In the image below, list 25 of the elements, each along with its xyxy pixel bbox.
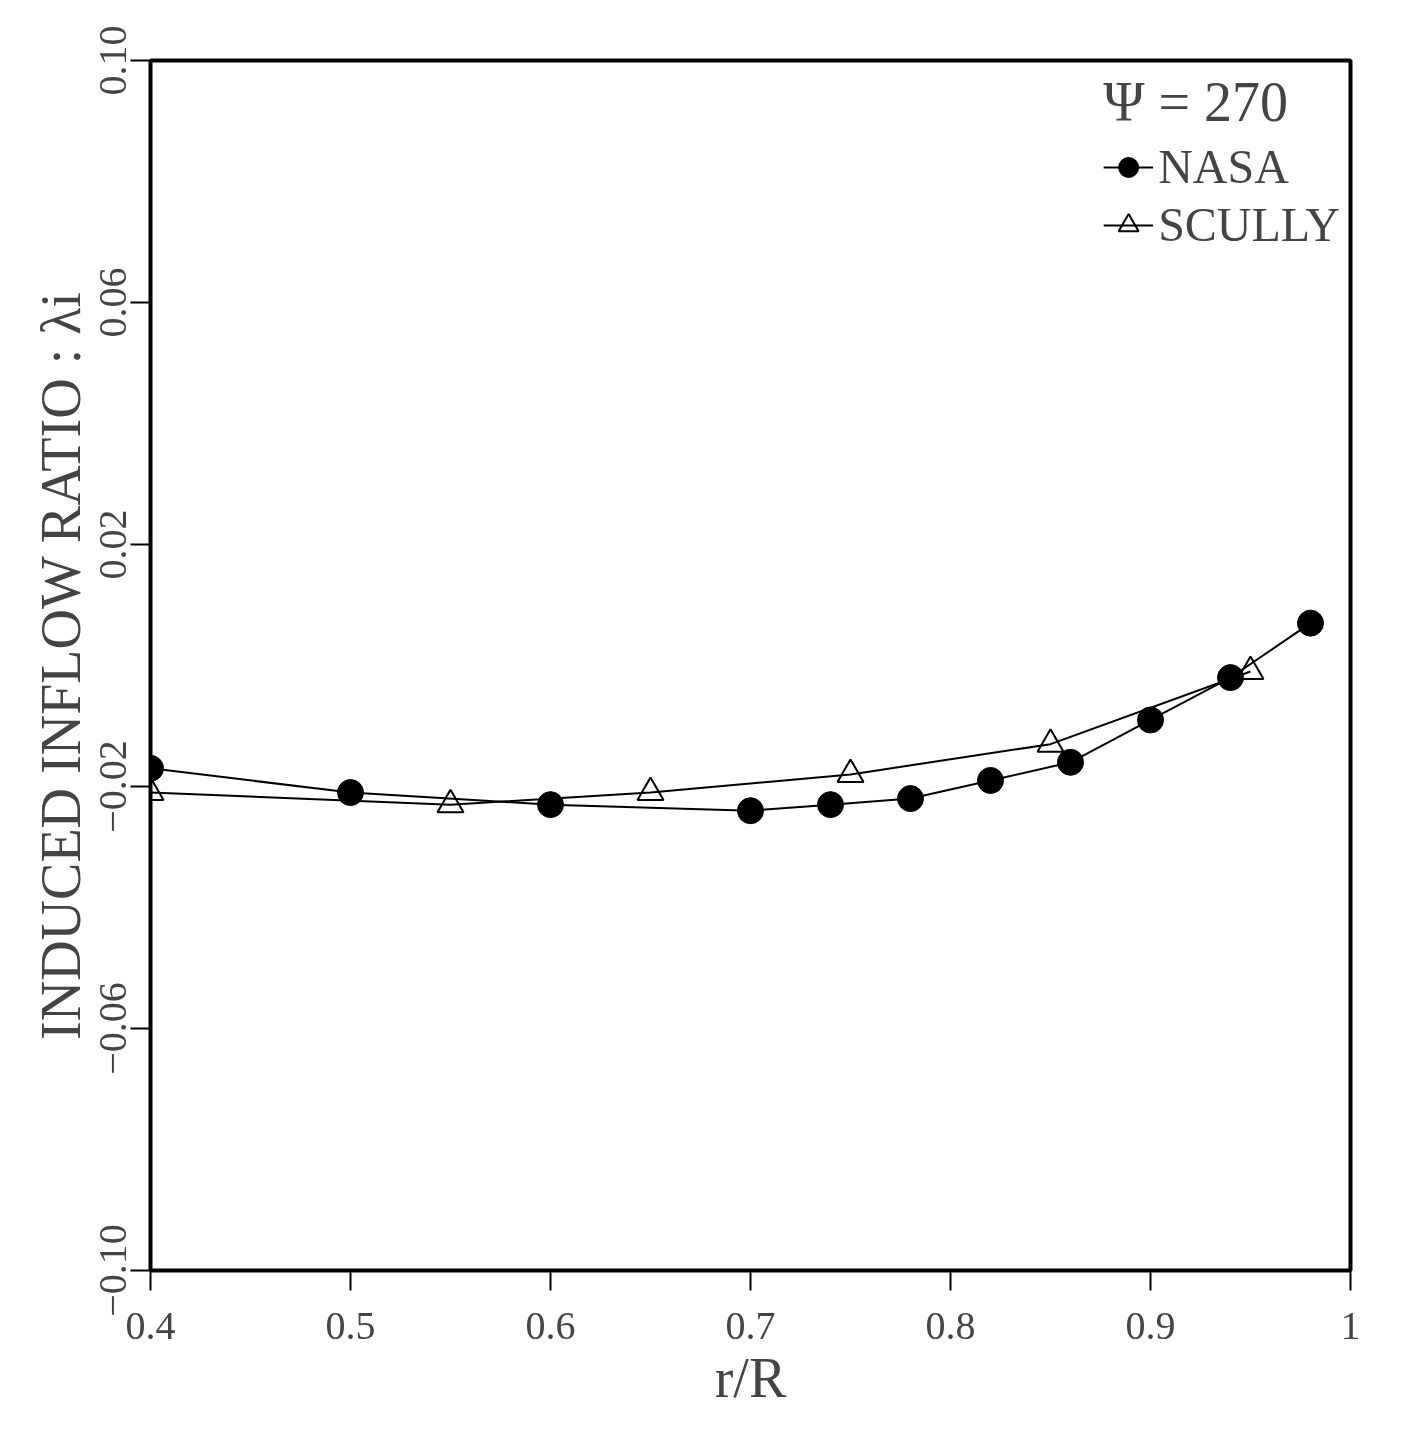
legend-title: Ψ = 270 [1103, 70, 1290, 134]
legend-label: NASA [1158, 139, 1289, 194]
point [537, 791, 564, 819]
point [1057, 748, 1084, 776]
y-tick-label: 0.02 [89, 509, 135, 580]
y-tick-label: −0.06 [89, 982, 135, 1075]
point [1297, 609, 1324, 637]
point [817, 791, 844, 819]
x-tick-label: 0.7 [725, 1302, 776, 1348]
x-tick-label: 0.6 [525, 1302, 576, 1348]
point [897, 785, 924, 813]
legend-label: SCULLY [1158, 197, 1340, 252]
point [337, 779, 364, 807]
x-tick-label: 0.8 [925, 1302, 976, 1348]
x-axis-title: r/R [714, 1346, 787, 1409]
y-tick-label: −0.02 [89, 740, 135, 833]
x-tick-label: 0.9 [1125, 1302, 1176, 1348]
point [1137, 706, 1164, 734]
y-axis-title: INDUCED INFLOW RATIO : λi [29, 292, 92, 1040]
y-tick-label: 0.06 [89, 267, 135, 338]
y-tick-label: 0.10 [89, 25, 135, 96]
x-tick-label: 1 [1340, 1302, 1361, 1348]
point [977, 766, 1004, 794]
x-tick-label: 0.5 [325, 1302, 376, 1348]
point [737, 797, 764, 825]
